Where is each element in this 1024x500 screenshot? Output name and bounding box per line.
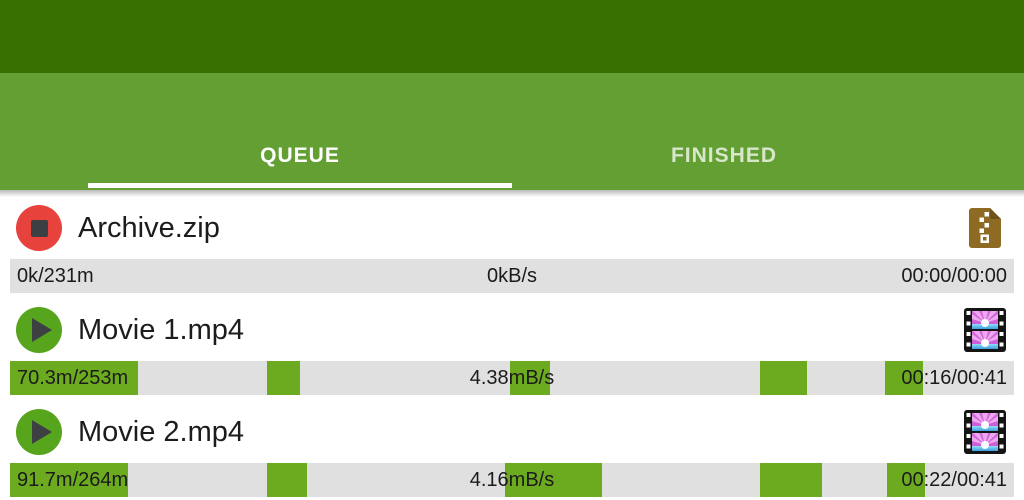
progress-speed-text: 0kB/s: [486, 264, 538, 287]
progress-size-text: 70.3m/253m: [17, 366, 129, 389]
progress-segment: [10, 361, 138, 395]
film-file-icon: [964, 410, 1006, 454]
progress-segment: [504, 463, 603, 497]
file-type-icon: [962, 205, 1008, 251]
progress-segment: [267, 361, 301, 395]
download-filename: Archive.zip: [78, 211, 220, 244]
progress-time-text: 00:00/00:00: [901, 264, 1007, 287]
download-item[interactable]: Archive.zip 0k/231m: [0, 197, 1024, 293]
download-item[interactable]: Movie 1.mp4: [0, 299, 1024, 395]
progress-segment: [759, 463, 823, 497]
progress-segment: [887, 463, 925, 497]
progress-time-text: 00:22/00:41: [901, 468, 1007, 491]
play-icon: [32, 318, 52, 342]
download-item[interactable]: Movie 2.mp4: [0, 401, 1024, 497]
progress-segment: [10, 463, 129, 497]
progress-time-text: 00:16/00:41: [901, 366, 1007, 389]
progress-bar: 0k/231m 0kB/s 00:00/00:00: [10, 259, 1014, 293]
file-type-icon: [962, 307, 1008, 353]
progress-segment: [509, 361, 551, 395]
active-tab-indicator: [88, 183, 512, 188]
stop-button[interactable]: [16, 205, 62, 251]
play-icon: [32, 420, 52, 444]
progress-segment: [267, 463, 308, 497]
progress-size-text: 0k/231m: [17, 264, 94, 287]
progress-bar: 91.7m/264m 4.16mB/s 00:22/00:41: [10, 463, 1014, 497]
download-title-row: Movie 2.mp4: [0, 401, 1024, 463]
zip-file-icon: [969, 208, 1001, 248]
progress-segment: [759, 361, 808, 395]
stop-icon: [30, 219, 48, 237]
header-shadow: [0, 190, 1024, 197]
download-list: Archive.zip 0k/231m: [0, 197, 1024, 497]
tab-queue[interactable]: QUEUE: [260, 144, 340, 167]
progress-speed-text: 4.38mB/s: [469, 366, 555, 389]
play-button[interactable]: [16, 307, 62, 353]
progress-bar: 70.3m/253m 4.38mB/s 00:16/00:41: [10, 361, 1014, 395]
file-type-icon: [962, 409, 1008, 455]
download-title-row: Movie 1.mp4: [0, 299, 1024, 361]
progress-speed-text: 4.16mB/s: [469, 468, 555, 491]
tab-header: QUEUE FINISHED: [0, 73, 1024, 190]
progress-segment: [885, 361, 923, 395]
status-bar: [0, 0, 1024, 73]
play-button[interactable]: [16, 409, 62, 455]
download-filename: Movie 2.mp4: [78, 415, 245, 448]
tab-finished[interactable]: FINISHED: [670, 144, 777, 167]
download-filename: Movie 1.mp4: [78, 313, 245, 346]
progress-size-text: 91.7m/264m: [17, 468, 129, 491]
download-title-row: Archive.zip: [0, 197, 1024, 259]
tab-strip: QUEUE FINISHED: [88, 139, 936, 173]
film-file-icon: [964, 308, 1006, 352]
